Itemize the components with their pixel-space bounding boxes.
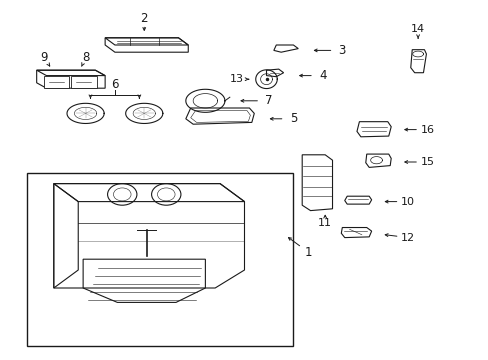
- Text: 5: 5: [289, 112, 297, 125]
- FancyBboxPatch shape: [44, 76, 69, 88]
- Text: 13: 13: [230, 74, 244, 84]
- Text: 9: 9: [40, 51, 48, 64]
- Text: 15: 15: [420, 157, 434, 167]
- Text: 7: 7: [264, 94, 272, 107]
- Text: 16: 16: [420, 125, 434, 135]
- Text: 6: 6: [111, 78, 119, 91]
- Text: 12: 12: [401, 233, 414, 243]
- Text: 1: 1: [304, 246, 311, 258]
- Text: 11: 11: [318, 218, 331, 228]
- Text: 3: 3: [338, 44, 346, 57]
- Text: 8: 8: [81, 51, 89, 64]
- Text: 14: 14: [410, 24, 424, 34]
- Bar: [27, 173, 293, 346]
- FancyBboxPatch shape: [71, 76, 97, 88]
- Text: 10: 10: [401, 197, 414, 207]
- Text: 4: 4: [318, 69, 326, 82]
- Text: 2: 2: [140, 12, 148, 24]
